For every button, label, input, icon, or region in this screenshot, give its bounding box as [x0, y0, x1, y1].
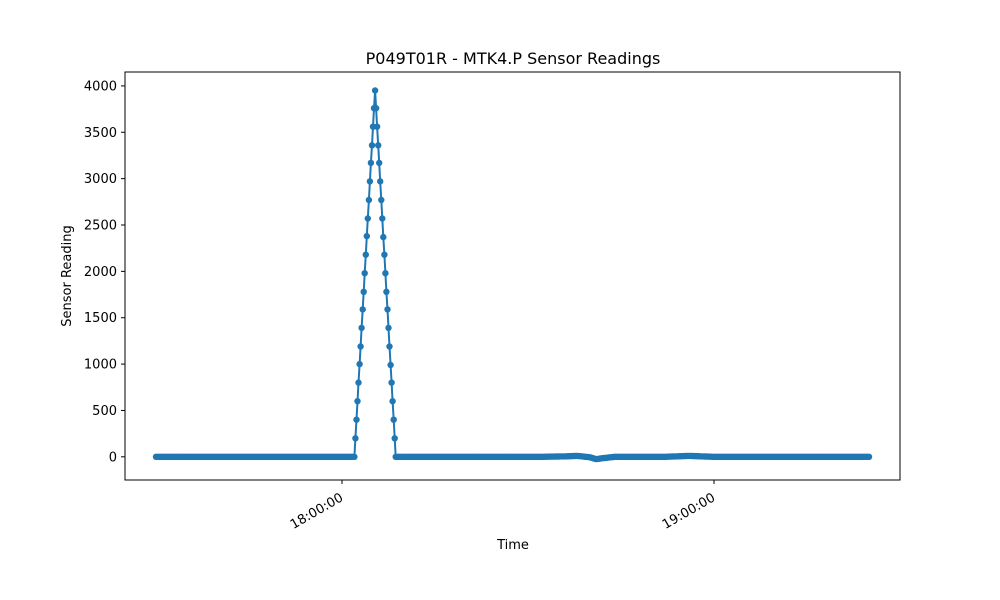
- data-point: [386, 343, 393, 350]
- y-axis: 0 500 1000 1500 2000 2500 3000 3500 4000: [84, 79, 125, 465]
- y-tick-label: 2500: [84, 219, 117, 234]
- data-point: [865, 453, 873, 460]
- y-tick-label: 3500: [84, 126, 117, 141]
- data-point: [364, 215, 371, 222]
- data-point: [376, 159, 383, 167]
- data-point: [378, 196, 385, 204]
- y-axis-label: Sensor Reading: [60, 225, 75, 326]
- data-point: [366, 178, 374, 185]
- chart-title: P049T01R - MTK4.P Sensor Readings: [366, 49, 661, 68]
- data-point: [377, 178, 384, 185]
- data-point: [383, 288, 390, 295]
- data-point: [380, 233, 387, 241]
- data-point: [375, 142, 382, 149]
- y-tick-label: 3000: [84, 172, 117, 187]
- x-axis-label: Time: [496, 538, 529, 553]
- plot-area: [152, 87, 873, 463]
- y-tick-label: 0: [109, 450, 117, 465]
- data-point: [384, 306, 391, 313]
- data-point: [357, 343, 364, 350]
- y-tick-label: 1500: [84, 311, 117, 326]
- data-point: [391, 435, 398, 442]
- data-point: [367, 159, 375, 167]
- data-point: [368, 142, 376, 149]
- data-point: [371, 87, 379, 94]
- data-point: [387, 361, 394, 369]
- y-tick-label: 1000: [84, 358, 117, 373]
- data-point: [385, 324, 392, 332]
- data-point: [390, 416, 397, 423]
- plot-frame: [124, 71, 901, 481]
- data-point: [363, 232, 370, 240]
- data-point: [360, 288, 367, 295]
- data-point: [365, 196, 373, 204]
- data-point: [382, 270, 389, 277]
- data-point: [355, 379, 362, 386]
- data-point: [372, 105, 380, 112]
- data-point: [358, 324, 365, 332]
- data-point: [354, 398, 361, 405]
- data-point: [381, 251, 388, 258]
- data-point: [379, 215, 386, 222]
- data-point: [373, 123, 381, 130]
- data-point: [353, 416, 360, 423]
- y-tick-label: 500: [92, 404, 117, 419]
- data-point: [361, 270, 368, 277]
- data-point: [352, 435, 359, 442]
- data-point: [388, 379, 395, 386]
- series-points: [152, 87, 873, 463]
- data-point: [362, 251, 369, 258]
- data-point: [359, 306, 366, 313]
- data-point: [356, 360, 363, 368]
- y-tick-label: 2000: [84, 265, 117, 280]
- y-tick-label: 4000: [84, 79, 117, 94]
- data-point: [389, 398, 396, 405]
- data-point: [351, 453, 358, 460]
